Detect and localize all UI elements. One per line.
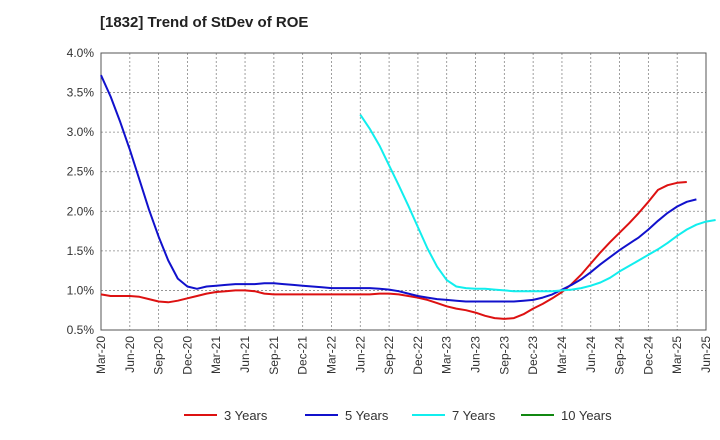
x-tick-label: Mar-25 [670, 336, 684, 374]
x-tick-label: Jun-25 [699, 336, 713, 373]
grid-layer [101, 53, 706, 330]
legend-label: 3 Years [224, 408, 268, 423]
x-tick-label: Sep-20 [152, 336, 166, 375]
x-tick-label: Sep-24 [613, 336, 627, 375]
axis-layer: 0.5% 1.0% 1.5% 2.0% 2.5% 3.0% 3.5% 4.0% Mar-20 Ju… [67, 46, 713, 375]
y-tick-label: 1.5% [67, 244, 95, 258]
legend-label: 10 Years [561, 408, 612, 423]
x-tick-label: Mar-21 [209, 336, 223, 374]
y-tick-label: 3.0% [67, 125, 95, 139]
x-tick-label: Jun-21 [238, 336, 252, 373]
series-line-7-years [359, 114, 716, 293]
x-tick-label: Mar-20 [94, 336, 108, 374]
y-tick-label: 0.5% [67, 323, 95, 337]
x-tick-label: Dec-21 [296, 336, 310, 375]
legend: 3 Years 5 Years 7 Years 10 Years [184, 408, 612, 423]
x-tick-label: Jun-22 [353, 336, 367, 373]
x-tick-label: Mar-23 [440, 336, 454, 374]
series-line-5-years [100, 74, 697, 303]
series-layer [100, 74, 716, 320]
x-tick-label: Jun-24 [584, 336, 598, 373]
y-tick-label: 3.5% [67, 86, 95, 100]
x-tick-label: Sep-22 [382, 336, 396, 375]
legend-label: 7 Years [452, 408, 496, 423]
y-tick-label: 4.0% [67, 46, 95, 60]
chart-title: [1832] Trend of StDev of ROE [100, 14, 309, 31]
y-tick-label: 2.0% [67, 204, 95, 218]
x-tick-label: Jun-20 [123, 336, 137, 373]
x-tick-label: Jun-23 [469, 336, 483, 373]
x-tick-label: Mar-22 [324, 336, 338, 374]
y-tick-label: 2.5% [67, 165, 95, 179]
x-tick-label: Dec-24 [641, 336, 655, 375]
legend-label: 5 Years [345, 408, 389, 423]
x-tick-label: Dec-20 [180, 336, 194, 375]
x-tick-label: Sep-23 [497, 336, 511, 375]
x-tick-label: Mar-24 [555, 336, 569, 374]
y-tick-label: 1.0% [67, 283, 95, 297]
plot-frame [100, 52, 707, 331]
series-line-3-years [100, 181, 687, 320]
x-tick-label: Dec-23 [526, 336, 540, 375]
x-tick-label: Dec-22 [411, 336, 425, 375]
x-tick-label: Sep-21 [267, 336, 281, 375]
